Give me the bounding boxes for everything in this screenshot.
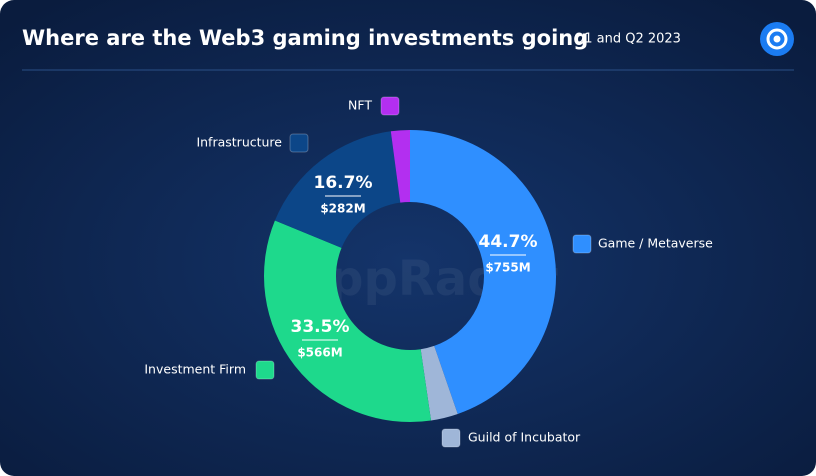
donut-slice [264, 220, 432, 422]
legend-label: Infrastructure [196, 135, 282, 150]
amount-label: $282M [320, 202, 365, 216]
legend-swatch [289, 133, 309, 153]
chart-title: Where are the Web3 gaming investments go… [22, 26, 588, 50]
donut-slice [420, 345, 458, 421]
donut-slice [410, 130, 556, 414]
legend-label: Investment Firm [144, 362, 246, 377]
chart-subtitle: Q1 and Q2 2023 [574, 32, 681, 47]
percent-label: 44.7% [479, 232, 538, 252]
amount-label: $755M [485, 261, 530, 275]
legend-label: Guild of Incubator [468, 430, 581, 445]
amount-label: $566M [297, 346, 342, 360]
legend-swatch [441, 428, 461, 448]
donut-slice [390, 130, 410, 203]
logo [760, 22, 794, 56]
donut-slice [274, 131, 401, 248]
legend-swatch [380, 96, 400, 116]
legend-label: NFT [348, 98, 372, 113]
legend-label: Game / Metaverse [598, 236, 713, 251]
percent-label: 16.7% [314, 173, 373, 193]
percent-label: 33.5% [291, 317, 350, 337]
legend-swatch [572, 234, 592, 254]
legend-swatch [255, 360, 275, 380]
